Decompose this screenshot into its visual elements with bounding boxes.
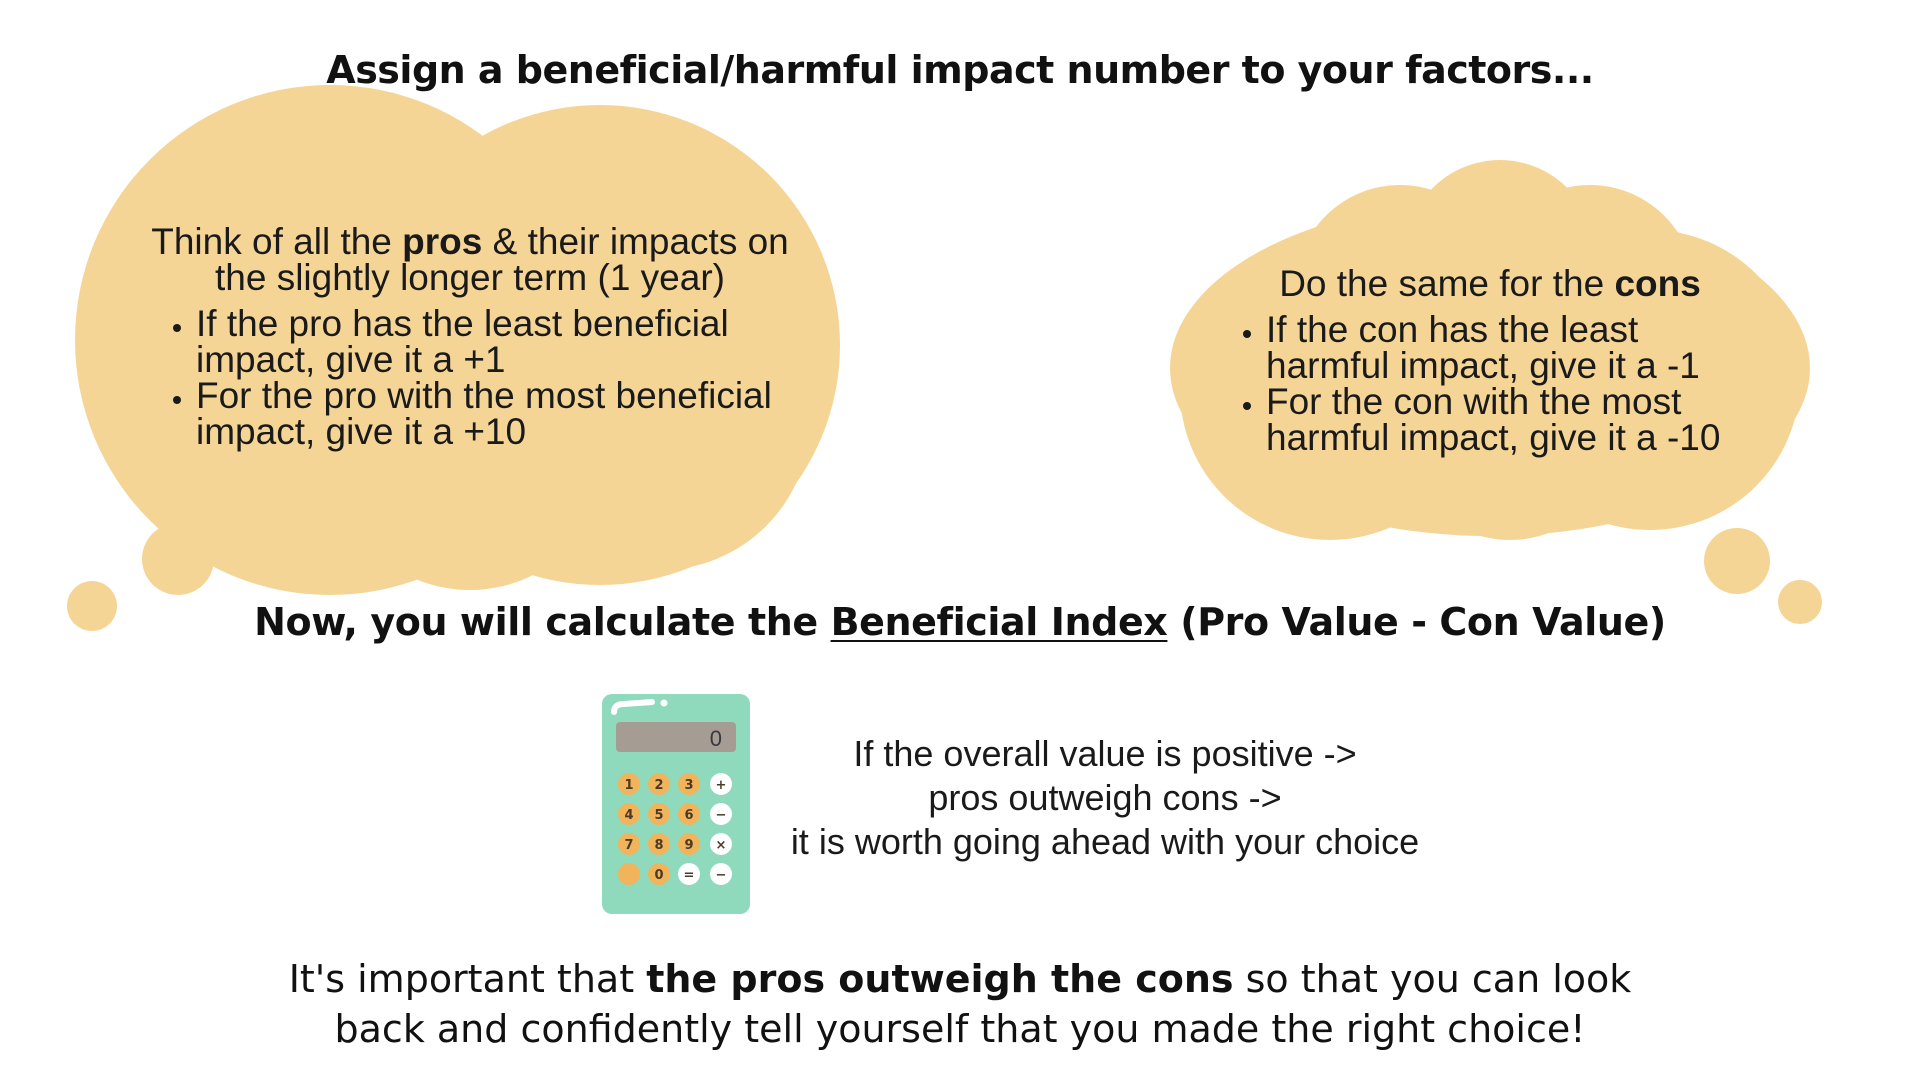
pros-lead-bold: pros bbox=[402, 221, 483, 262]
calculator-key bbox=[678, 863, 700, 885]
calculator-key bbox=[618, 863, 640, 885]
calculator-key bbox=[710, 803, 732, 825]
calculator-key bbox=[618, 803, 640, 825]
calculator-key bbox=[678, 803, 700, 825]
calculator-key bbox=[648, 803, 670, 825]
cons-cloud-lead: Do the same for the cons bbox=[1220, 263, 1760, 304]
closing-before: It's important that bbox=[288, 957, 647, 1001]
cons-thought-cloud bbox=[1170, 160, 1810, 540]
calculator-key bbox=[678, 833, 700, 855]
calculator-key-label: × bbox=[716, 838, 727, 853]
calculator-key-label: 0 bbox=[654, 868, 663, 883]
cons-thought-bubbles bbox=[1704, 528, 1822, 624]
index-after: (Pro Value - Con Value) bbox=[1167, 600, 1666, 644]
calculator-key-label: 6 bbox=[684, 808, 693, 823]
cons-bullet: For the con with the most harmful impact… bbox=[1266, 383, 1760, 456]
beneficial-index-term: Beneficial Index bbox=[830, 600, 1168, 644]
calculator-key-label: 9 bbox=[684, 838, 693, 853]
pros-lead-before: Think of all the bbox=[151, 221, 403, 262]
beneficial-index-line: Now, you will calculate the Beneficial I… bbox=[0, 600, 1920, 644]
calculator-key bbox=[710, 773, 732, 795]
pros-bullet: For the pro with the most beneficial imp… bbox=[196, 377, 790, 450]
page-heading: Assign a beneficial/harmful impact numbe… bbox=[326, 48, 1594, 92]
cons-bullet-list: If the con has the least harmful impact,… bbox=[1220, 311, 1760, 456]
cons-cloud-text: Do the same for the cons If the con has … bbox=[1220, 263, 1760, 456]
pros-lead-after: & their impacts on the slightly longer t… bbox=[215, 221, 789, 298]
calculator-key-label: 1 bbox=[624, 778, 633, 793]
index-before: Now, you will calculate the bbox=[254, 600, 831, 644]
calculator-key bbox=[648, 863, 670, 885]
calculator-icon: 0 1 2 3 +4 5 6 − 7 8 9 × 0 = − bbox=[602, 694, 750, 914]
result-line: If the overall value is positive -> bbox=[853, 733, 1357, 774]
calculator-key-label: − bbox=[716, 808, 727, 823]
closing-bold: the pros outweigh the cons bbox=[646, 957, 1234, 1001]
calculator-key bbox=[618, 773, 640, 795]
calculator-key bbox=[710, 863, 732, 885]
cons-bullet: If the con has the least harmful impact,… bbox=[1266, 311, 1760, 384]
calculator-key-label: 4 bbox=[624, 808, 633, 823]
calculator-key bbox=[648, 833, 670, 855]
pros-cloud-text: Think of all the pros & their impacts on… bbox=[150, 221, 790, 450]
calculator-display: 0 bbox=[710, 726, 722, 751]
calculator-keypad: 1 2 3 +4 5 6 − 7 8 9 × 0 = − bbox=[618, 773, 732, 885]
pros-bullet-list: If the pro has the least beneficial impa… bbox=[150, 305, 790, 450]
pros-thought-bubbles bbox=[67, 523, 214, 631]
result-line: it is worth going ahead with your choice bbox=[790, 821, 1420, 862]
calculator-key-label: 3 bbox=[684, 778, 693, 793]
calculator-key bbox=[678, 773, 700, 795]
calculator-key bbox=[710, 833, 732, 855]
calculator-key-label: 2 bbox=[654, 778, 663, 793]
calculator-key-label: 7 bbox=[624, 838, 633, 853]
cons-lead-bold: cons bbox=[1614, 263, 1701, 304]
closing-after: so that you can look back and confidentl… bbox=[334, 957, 1632, 1051]
pros-thought-cloud bbox=[75, 85, 840, 595]
calculator-key-label: 8 bbox=[654, 838, 663, 853]
pros-cloud-lead: Think of all the pros & their impacts on… bbox=[150, 221, 790, 298]
result-explanation: If the overall value is positive -> pros… bbox=[740, 732, 1470, 864]
result-line: pros outweigh cons -> bbox=[928, 777, 1282, 818]
closing-statement: It's important that the pros outweigh th… bbox=[260, 954, 1660, 1054]
calculator-screen bbox=[616, 722, 736, 752]
pros-bullet: If the pro has the least beneficial impa… bbox=[196, 305, 790, 378]
calculator-key bbox=[648, 773, 670, 795]
cons-lead-before: Do the same for the bbox=[1279, 263, 1615, 304]
calculator-key bbox=[618, 833, 640, 855]
calculator-key-label: 5 bbox=[654, 808, 663, 823]
calculator-key-label: − bbox=[716, 868, 727, 883]
calculator-key-label: = bbox=[684, 868, 695, 883]
calculator-key-label: + bbox=[716, 778, 727, 793]
